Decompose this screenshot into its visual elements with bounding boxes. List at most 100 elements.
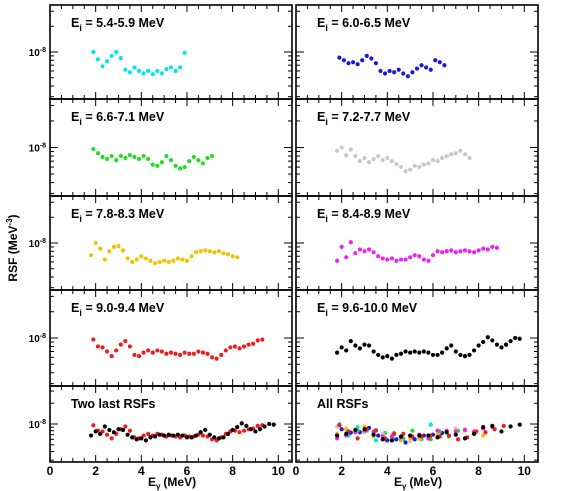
data-point: [371, 156, 376, 162]
data-point: [380, 355, 385, 360]
panel-label-sub: i: [79, 308, 82, 318]
data-point: [417, 164, 422, 170]
data-point: [380, 256, 385, 261]
data-point: [430, 253, 436, 258]
panel-label: All RSFs: [317, 397, 368, 411]
data-point: [376, 254, 381, 259]
data-point: [485, 335, 490, 340]
svg-text:Eγ(MeV): Eγ (MeV): [148, 475, 196, 491]
data-point: [467, 249, 472, 254]
data-point: [173, 163, 178, 168]
data-point: [237, 346, 242, 351]
data-point: [462, 248, 468, 253]
data-point: [483, 430, 488, 435]
data-point: [424, 65, 429, 70]
data-point: [91, 49, 96, 55]
panel-label-prefix: All RSFs: [317, 397, 368, 411]
data-point: [417, 350, 422, 355]
panel-label: Ei = 8.4-8.9 MeV: [317, 207, 411, 224]
y-tick-label-exponent: -8: [40, 333, 46, 340]
panel-label-sub: i: [79, 23, 82, 33]
panels-layer: 10-8Ei = 5.4-5.9 MeV Ei = 6.0-6.5 MeV10-8…: [29, 4, 539, 478]
x-axis-title-right-sub: γ: [402, 482, 407, 491]
data-point: [360, 58, 365, 63]
data-point: [385, 257, 390, 262]
data-point: [162, 433, 167, 438]
data-point: [501, 423, 506, 428]
data-point: [446, 433, 452, 438]
x-axis-title-left-unit: (MeV): [163, 475, 196, 489]
data-point: [255, 338, 260, 343]
data-point: [111, 430, 117, 435]
data-point: [155, 348, 160, 353]
data-point: [444, 153, 449, 159]
panel-label-prefix: E: [71, 110, 79, 124]
panel-label-prefix: Two last RSFs: [71, 397, 156, 411]
y-tick-label: 10-8: [29, 419, 46, 431]
y-tick-label: 10-8: [29, 238, 46, 250]
series-1: [334, 145, 472, 174]
data-point: [387, 68, 392, 74]
y-axis-title-close: ): [6, 214, 20, 218]
data-point: [159, 349, 164, 354]
x-axis-title-right-unit: (MeV): [409, 475, 442, 489]
panel-3: 10-8 Ei = 6.6-7.1 MeV: [29, 98, 293, 197]
data-point: [412, 349, 417, 354]
data-point: [376, 433, 381, 438]
data-point: [389, 356, 394, 361]
data-point: [127, 153, 133, 158]
data-point: [334, 258, 340, 263]
x-axis-title-left: Eγ (MeV): [148, 475, 196, 491]
data-point: [490, 244, 495, 250]
data-point: [200, 350, 206, 355]
data-point: [267, 421, 272, 427]
data-point: [462, 354, 468, 359]
x-tick-label: 10: [272, 464, 286, 478]
data-point: [159, 71, 164, 76]
data-point: [95, 151, 101, 156]
data-point: [362, 427, 367, 432]
data-point: [453, 349, 458, 354]
data-point: [339, 427, 344, 432]
data-point: [251, 341, 256, 346]
panel-label-range: = 9.0-9.4 MeV: [82, 301, 165, 315]
data-point: [139, 436, 144, 441]
panel-label-prefix: E: [317, 110, 325, 124]
panel-4: Ei = 7.2-7.7 MeV: [295, 98, 539, 197]
data-point: [178, 65, 183, 70]
data-point: [490, 423, 495, 428]
data-point: [123, 339, 128, 344]
data-point: [93, 240, 98, 246]
data-point: [148, 435, 153, 440]
data-point: [141, 350, 146, 355]
svg-text:RSF (MeV-3): RSF (MeV-3): [5, 214, 20, 281]
data-point: [394, 352, 399, 358]
series-1: [91, 49, 187, 77]
series-1: [337, 53, 447, 79]
data-point: [120, 248, 126, 253]
y-tick-label-base: 10: [29, 144, 41, 155]
data-point: [235, 425, 240, 430]
panel-label-range: = 7.8-8.3 MeV: [82, 207, 165, 221]
data-point: [392, 70, 397, 75]
data-point: [353, 343, 358, 348]
data-point: [148, 258, 153, 263]
data-point: [116, 243, 121, 249]
data-point: [95, 344, 101, 349]
data-point: [207, 432, 212, 437]
data-point: [455, 437, 461, 442]
panel-label-range: = 9.6-10.0 MeV: [328, 301, 418, 315]
data-point: [159, 160, 164, 165]
y-tick-label: 10-8: [29, 143, 46, 155]
data-point: [357, 247, 363, 252]
data-point: [398, 164, 404, 170]
x-tick-label: 2: [338, 464, 345, 478]
data-point: [214, 356, 219, 361]
data-point: [355, 62, 360, 67]
data-point: [396, 67, 401, 72]
data-point: [180, 433, 185, 438]
data-point: [164, 67, 169, 72]
data-point: [471, 431, 477, 436]
data-point: [373, 61, 379, 66]
series-1: [91, 337, 265, 361]
